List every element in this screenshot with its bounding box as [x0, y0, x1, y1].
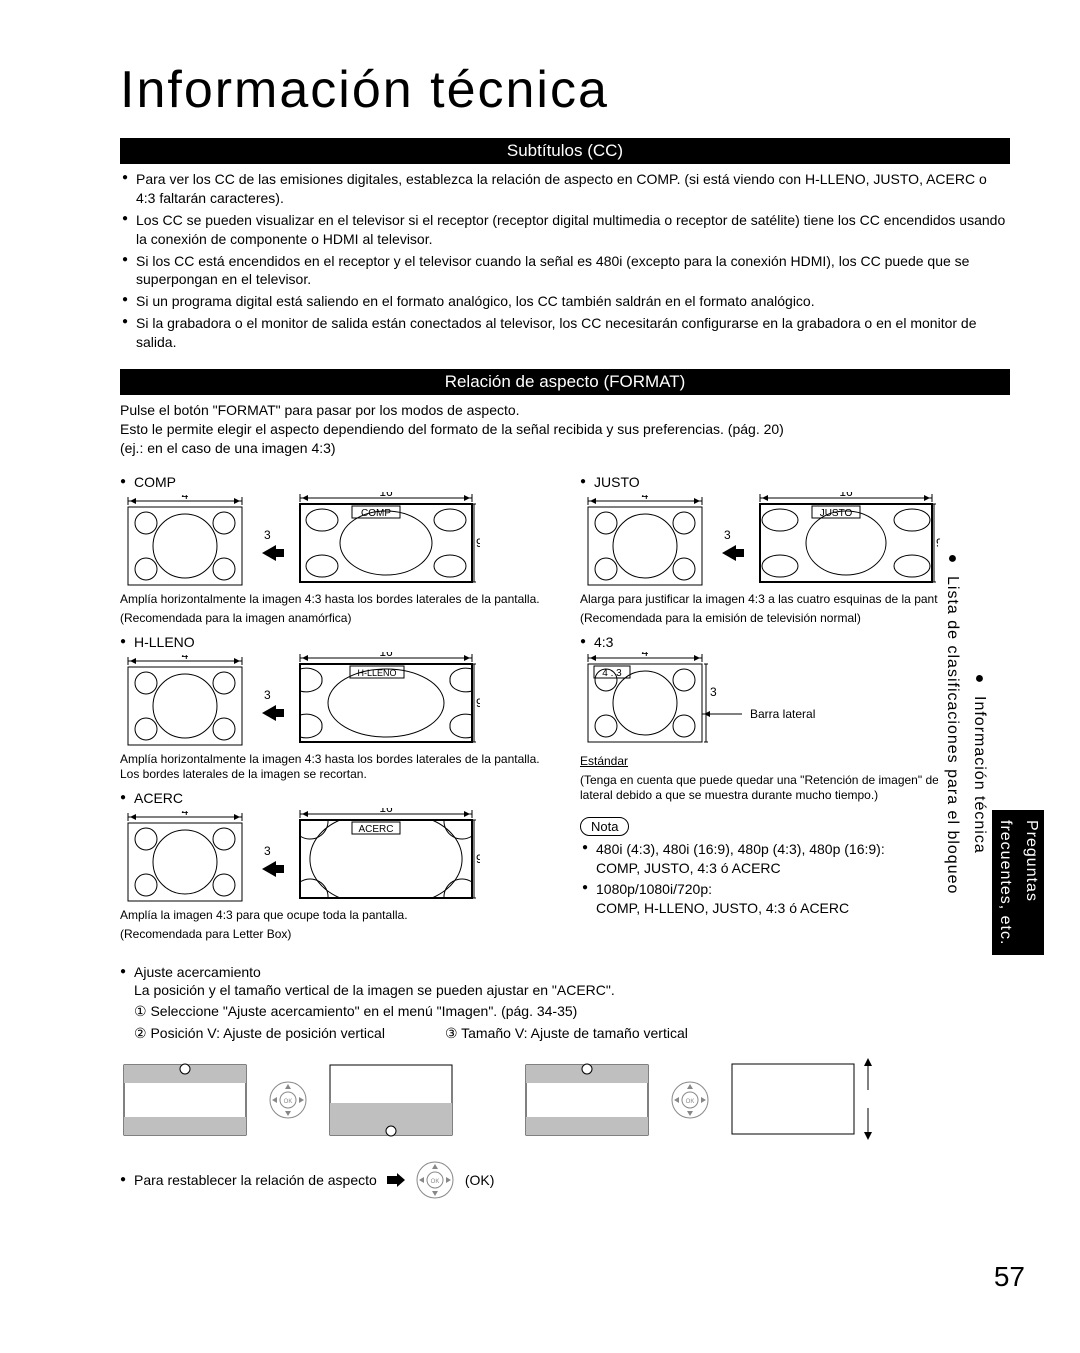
hlleno-dst-svg: 16 H-LLENO 9	[292, 652, 480, 750]
tamv-before-svg	[522, 1061, 652, 1139]
dim-label: 9	[476, 536, 480, 550]
comp-dst-svg: 16 COMP 9	[292, 492, 480, 590]
dim-label: 3	[724, 528, 731, 542]
cc-bullet: Si los CC está encendidos en el receptor…	[122, 252, 1010, 290]
arrow-icon: 3	[718, 495, 744, 587]
zoom-step2: ② Posición V: Ajuste de posición vertica…	[134, 1025, 385, 1043]
hlleno-diagram: 4 3 16 H-LLENO 9	[120, 652, 550, 750]
ok-dpad-icon: OK	[670, 1061, 710, 1139]
mode-label-comp: COMP	[120, 474, 550, 490]
format-section-header: Relación de aspecto (FORMAT)	[120, 369, 1010, 395]
svg-text:OK: OK	[430, 1179, 439, 1185]
zoom-step3: ③ Tamaño V: Ajuste de tamaño vertical	[445, 1025, 688, 1043]
acerc-dst-svg: 16 ACERC 9	[292, 808, 480, 906]
dim-label: 16	[379, 652, 393, 659]
dim-label: 16	[839, 492, 853, 499]
side-tab-dark: frecuentes, etc.	[992, 810, 1018, 955]
reset-ok: (OK)	[465, 1172, 495, 1188]
mode-label-acerc: ACERC	[120, 790, 550, 806]
dim-label: 4	[182, 655, 189, 662]
format-intro-line: (ej.: en el caso de una imagen 4:3)	[120, 440, 336, 456]
sidebar-label: Barra lateral	[750, 707, 815, 721]
mode-tag: JUSTO	[820, 508, 853, 519]
dim-label: 4	[182, 811, 189, 818]
zoom-step1: ① Seleccione "Ajuste acercamiento" en el…	[120, 1003, 1010, 1021]
ok-dpad-icon: OK	[268, 1061, 308, 1139]
cc-bullet-list: Para ver los CC de las emisiones digital…	[120, 170, 1010, 352]
nota-text: COMP, JUSTO, 4:3 ó ACERC	[596, 860, 781, 876]
justo-src-svg: 4	[580, 495, 710, 587]
dim-label: 9	[476, 696, 480, 710]
r43-svg: 4 4 : 3 3 Barra lateral	[580, 652, 880, 752]
zoom-diagrams: OK OK	[120, 1054, 1010, 1146]
arrow-icon: 3	[258, 811, 284, 903]
dim-label: 4	[642, 495, 649, 502]
format-intro: Pulse el botón "FORMAT" para pasar por l…	[120, 401, 1010, 458]
tab-text: Información técnica	[971, 696, 988, 854]
comp-diagram: 4 3 16 COMP 9	[120, 492, 550, 590]
justo-dst-svg: 16 JUSTO 9	[752, 492, 940, 590]
arrow-icon: 3	[258, 655, 284, 747]
acerc-src-svg: 4	[120, 811, 250, 903]
nota-label: Nota	[580, 817, 629, 836]
arrow-icon	[387, 1173, 405, 1187]
cc-bullet: Si la grabadora o el monitor de salida e…	[122, 314, 1010, 352]
arrow-icon: 3	[258, 495, 284, 587]
posv-after-svg	[326, 1061, 456, 1139]
dim-label: 3	[264, 844, 271, 858]
reset-row: Para restablecer la relación de aspecto …	[120, 1160, 1010, 1200]
cc-bullet: Si un programa digital está saliendo en …	[122, 292, 1010, 311]
hlleno-src-svg: 4	[120, 655, 250, 747]
acerc-diagram: 4 3 16 ACERC 9	[120, 808, 550, 906]
acerc-desc: Amplía la imagen 4:3 para que ocupe toda…	[120, 908, 550, 923]
format-intro-line: Pulse el botón "FORMAT" para pasar por l…	[120, 402, 520, 418]
zoom-label: Ajuste acercamiento	[120, 964, 1010, 980]
zoom-line1: La posición y el tamaño vertical de la i…	[120, 982, 1010, 1000]
dim-label: 16	[379, 808, 393, 815]
svg-text:OK: OK	[284, 1099, 293, 1105]
dim-label: 4	[642, 652, 649, 659]
ok-dpad-icon: OK	[415, 1160, 455, 1200]
nota-text: 480i (4:3), 480i (16:9), 480p (4:3), 480…	[596, 841, 885, 857]
side-tab-light: ●Lista de clasificaciones para el bloque…	[938, 540, 965, 904]
dim-label: 3	[264, 688, 271, 702]
side-tabs: ●Lista de clasificaciones para el bloque…	[938, 540, 1044, 955]
format-left-column: COMP 4 3 16 COMP 9	[120, 466, 550, 946]
side-tab-dark-group: frecuentes, etc. Preguntas	[992, 810, 1044, 955]
svg-text:OK: OK	[686, 1099, 695, 1105]
mode-tag: COMP	[361, 508, 391, 519]
dim-label: 3	[264, 528, 271, 542]
cc-bullet: Para ver los CC de las emisiones digital…	[122, 170, 1010, 208]
tamv-after-svg	[728, 1054, 878, 1146]
mode-tag: ACERC	[358, 824, 393, 835]
posv-before-svg	[120, 1061, 250, 1139]
page-number: 57	[994, 1261, 1025, 1293]
dim-label: 3	[710, 685, 717, 699]
comp-desc2: (Recomendada para la imagen anamórfica)	[120, 611, 550, 626]
comp-src-svg: 4	[120, 495, 250, 587]
mode-label-justo: JUSTO	[580, 474, 1010, 490]
cc-bullet: Los CC se pueden visualizar en el televi…	[122, 211, 1010, 249]
acerc-desc2: (Recomendada para Letter Box)	[120, 927, 550, 942]
page-title: Información técnica	[120, 60, 1010, 120]
nota-text: 1080p/1080i/720p:	[596, 881, 712, 897]
mode-label-hlleno: H-LLENO	[120, 634, 550, 650]
dim-label: 9	[476, 852, 480, 866]
dim-label: 16	[379, 492, 393, 499]
side-tab-dark: Preguntas	[1018, 810, 1044, 955]
mode-tag: 4 : 3	[602, 668, 622, 679]
dim-label: 4	[182, 495, 189, 502]
hlleno-desc: Amplía horizontalmente la imagen 4:3 has…	[120, 752, 550, 782]
comp-desc: Amplía horizontalmente la imagen 4:3 has…	[120, 592, 550, 607]
format-intro-line: Esto le permite elegir el aspecto depend…	[120, 421, 784, 437]
tab-text: Lista de clasificaciones para el bloqueo	[944, 576, 961, 894]
side-tab-light: ●Información técnica	[965, 660, 992, 864]
reset-text: Para restablecer la relación de aspecto	[120, 1172, 377, 1188]
nota-text: COMP, H-LLENO, JUSTO, 4:3 ó ACERC	[596, 900, 849, 916]
cc-section-header: Subtítulos (CC)	[120, 138, 1010, 164]
